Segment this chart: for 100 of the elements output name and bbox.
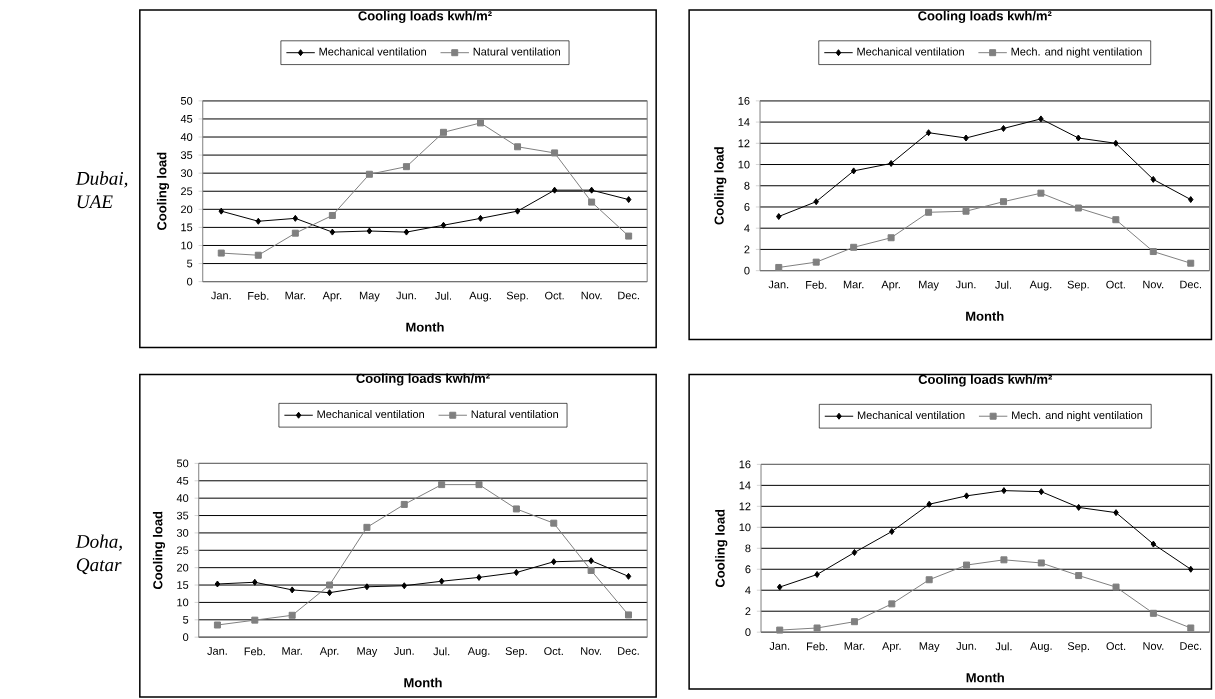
y-tick-label: 2 — [745, 607, 751, 615]
y-tick-label: 12 — [739, 502, 751, 511]
x-tick-label: Mar. — [844, 642, 865, 650]
y-tick-label: 35 — [180, 151, 193, 159]
y-tick-label: 0 — [745, 628, 751, 637]
x-axis-title: Month — [966, 672, 1004, 683]
y-tick-label: 16 — [739, 460, 751, 469]
x-tick-label: Jun. — [956, 642, 976, 650]
y-tick-label: 40 — [176, 494, 189, 502]
x-tick-label: May — [919, 642, 940, 652]
x-tick-label: Nov. — [1143, 280, 1164, 289]
x-axis-title: Month — [966, 311, 1004, 321]
chart-title: Cooling loads kwh/m² — [918, 10, 1052, 24]
legend-label: Mech. and night ventilation — [1012, 410, 1143, 422]
y-tick-label: 45 — [176, 476, 189, 485]
x-tick-label: May — [919, 280, 939, 291]
y-tick-label: 0 — [183, 633, 189, 642]
y-tick-label: 30 — [176, 528, 189, 537]
x-tick-label: Nov. — [581, 647, 602, 655]
y-tick-label: 10 — [177, 598, 189, 607]
x-tick-label: Oct. — [1106, 280, 1125, 289]
y-tick-label: 8 — [745, 544, 751, 553]
x-tick-label: Jul. — [995, 642, 1012, 651]
y-tick-label: 16 — [738, 96, 750, 105]
x-tick-label: Apr. — [882, 642, 901, 652]
y-tick-label: 12 — [738, 139, 750, 148]
chart-title: Cooling loads kwh/m² — [356, 373, 490, 386]
legend-label: Natural ventilation — [471, 409, 558, 419]
y-axis-title: Cooling load — [152, 511, 166, 590]
x-tick-label: Oct. — [544, 647, 563, 655]
x-tick-label: Mar. — [282, 647, 302, 655]
y-tick-label: 20 — [181, 205, 193, 214]
y-tick-label: 45 — [180, 115, 193, 123]
y-tick-label: 14 — [738, 118, 750, 126]
x-tick-label: Sep. — [1067, 280, 1089, 291]
legend-label: Mech. and night ventilation — [1011, 47, 1142, 58]
x-tick-label: Aug. — [1030, 642, 1052, 652]
x-tick-label: Aug. — [469, 291, 491, 302]
x-tick-label: Apr. — [881, 280, 900, 291]
y-tick-label: 8 — [744, 181, 750, 190]
legend-label: Natural ventilation — [473, 47, 560, 56]
x-tick-label: Jun. — [955, 280, 976, 289]
y-tick-label: 0 — [744, 266, 750, 275]
x-tick-label: Mar. — [843, 280, 864, 289]
y-tick-label: 25 — [177, 546, 189, 555]
x-tick-label: May — [359, 291, 380, 302]
y-tick-label: 30 — [180, 169, 193, 178]
x-tick-label: Jan. — [207, 647, 227, 655]
legend-label: Mechanical ventilation — [857, 47, 964, 56]
y-tick-label: 10 — [181, 241, 193, 250]
x-tick-label: Aug. — [1029, 280, 1052, 291]
y-tick-label: 15 — [181, 223, 193, 232]
x-tick-label: Jan. — [769, 642, 790, 650]
x-tick-label: Dec. — [1180, 642, 1202, 650]
chart-title: Cooling loads kwh/m² — [918, 374, 1053, 387]
chart-title: Cooling loads kwh/m² — [358, 10, 492, 24]
y-tick-label: 5 — [187, 259, 193, 268]
y-tick-label: 6 — [745, 565, 751, 574]
y-axis-title: Cooling load — [714, 147, 727, 225]
x-tick-label: Oct. — [545, 291, 564, 300]
x-tick-label: Sep. — [505, 647, 527, 658]
y-tick-label: 6 — [744, 203, 750, 211]
x-tick-label: Jan. — [211, 291, 231, 300]
x-tick-label: Apr. — [322, 291, 342, 302]
x-tick-label: Dec. — [1180, 280, 1202, 289]
legend-label: Mechanical ventilation — [317, 409, 424, 419]
x-tick-label: Feb. — [244, 647, 265, 656]
x-tick-label: Mar. — [285, 291, 306, 300]
x-tick-label: Dec. — [618, 291, 639, 300]
x-tick-label: Feb. — [807, 642, 828, 651]
y-axis-title: Cooling load — [715, 509, 728, 588]
legend-label: Mechanical ventilation — [857, 410, 965, 420]
y-tick-label: 10 — [739, 523, 751, 532]
y-tick-label: 10 — [738, 160, 750, 169]
y-tick-label: 4 — [745, 586, 751, 594]
y-tick-label: 15 — [177, 581, 189, 589]
x-tick-label: Dec. — [618, 647, 639, 655]
x-tick-label: Jul. — [433, 647, 450, 656]
x-tick-label: Jun. — [396, 291, 416, 300]
x-tick-label: Sep. — [506, 291, 528, 302]
text: Doha, Qatar — [75, 534, 122, 575]
x-tick-label: Nov. — [581, 291, 602, 300]
y-tick-label: 14 — [739, 481, 751, 490]
x-axis-title: Month — [404, 677, 442, 688]
x-tick-label: Jun. — [394, 647, 414, 655]
x-tick-label: Apr. — [319, 647, 339, 657]
x-tick-label: Jul. — [995, 280, 1012, 289]
x-tick-label: Aug. — [467, 647, 490, 657]
y-tick-label: 50 — [180, 96, 193, 105]
y-tick-label: 35 — [176, 511, 189, 520]
y-axis-title: Cooling load — [156, 152, 170, 230]
x-tick-label: May — [357, 647, 378, 657]
x-tick-label: Oct. — [1106, 642, 1126, 650]
y-tick-label: 25 — [181, 187, 193, 196]
x-tick-label: Sep. — [1067, 642, 1089, 653]
y-tick-label: 4 — [744, 224, 750, 232]
y-tick-label: 0 — [187, 277, 193, 286]
y-tick-label: 2 — [744, 245, 750, 254]
x-tick-label: Feb. — [248, 291, 269, 300]
x-tick-label: Jul. — [435, 291, 452, 300]
